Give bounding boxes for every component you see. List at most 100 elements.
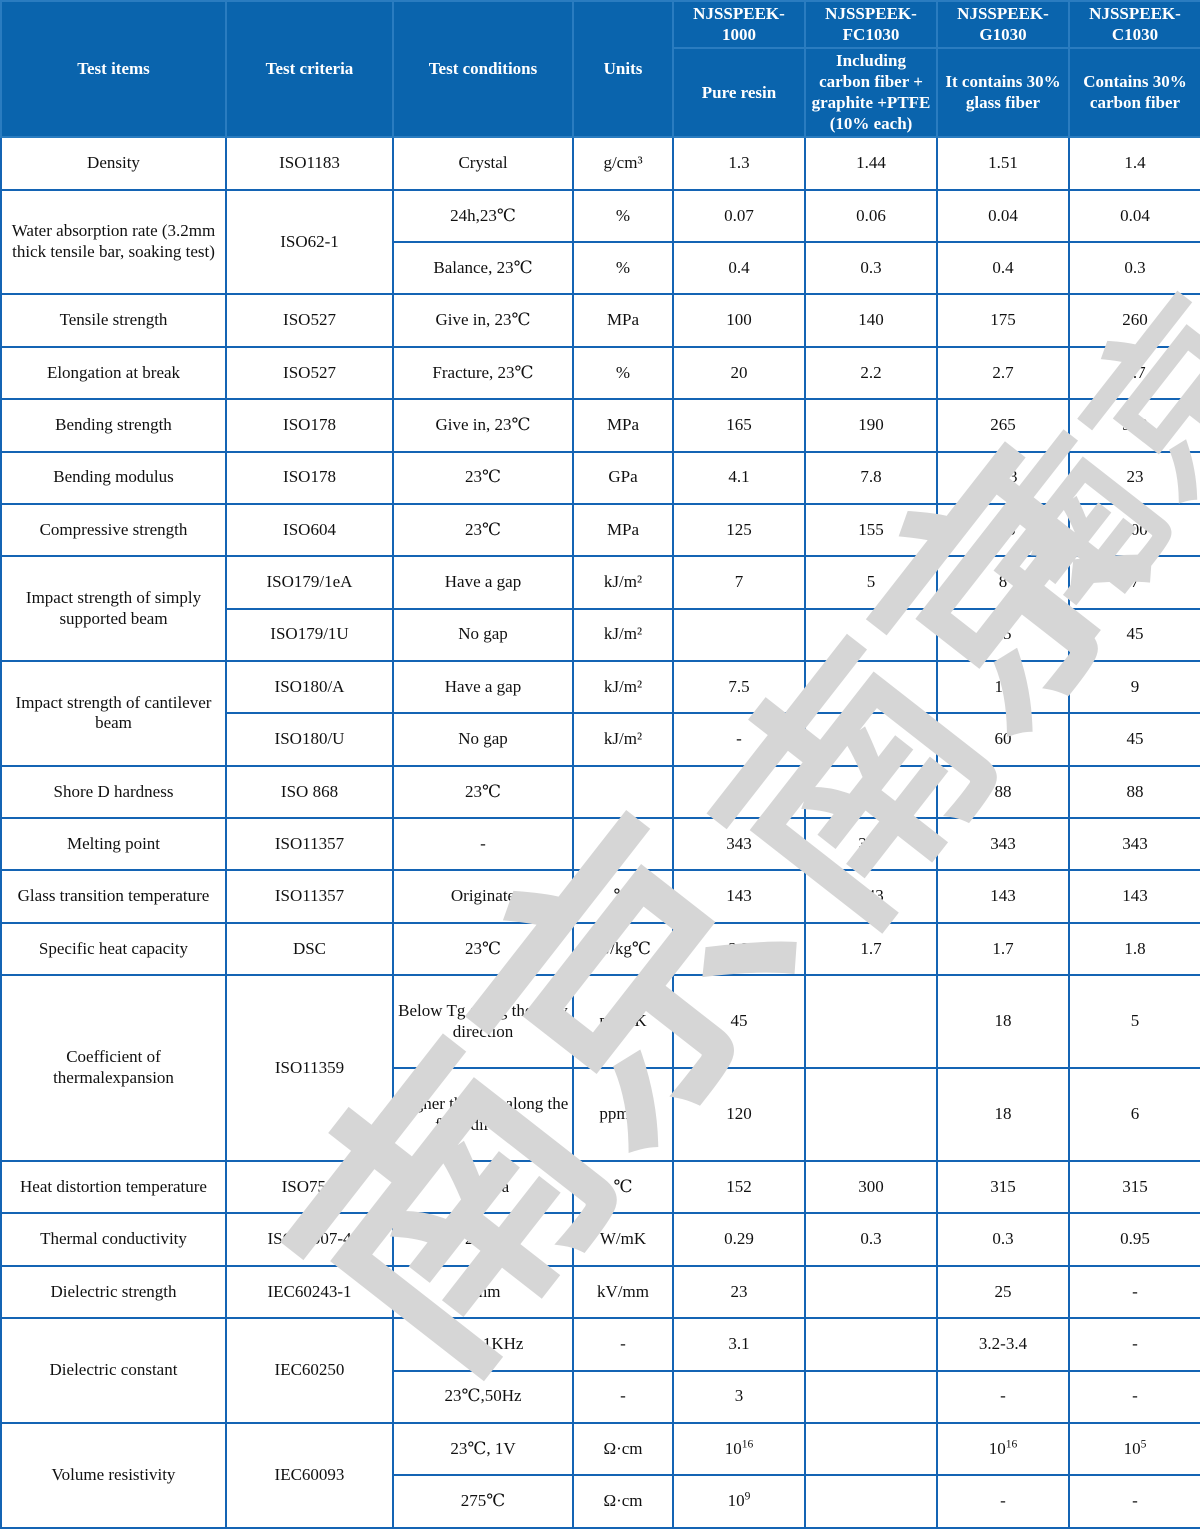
table-row: Elongation at break ISO527 Fracture, 23℃% 2… <box>0 345 1200 401</box>
cell-test-condition: 23℃,50Hz <box>392 1369 574 1424</box>
cell-value-product-3: 45 <box>1068 607 1200 663</box>
cell-value-product-1 <box>804 1317 938 1372</box>
cell-test-criteria: ISO179/1U <box>225 607 394 663</box>
table-row: Bending modulus ISO178 23℃ GPa 4.1 7.8 11.3 23 <box>0 450 1200 505</box>
cell-unit: kV/mm <box>572 1264 674 1320</box>
cell-unit: MPa <box>572 502 674 558</box>
column-header-units: Units <box>572 0 674 139</box>
table-row: 23℃,50Hz -3- - <box>1 1369 1200 1424</box>
cell-value-product-2: 250 <box>936 502 1070 558</box>
cell-value-product-1 <box>804 974 938 1070</box>
cell-value-product-2: 3.2-3.4 <box>936 1317 1070 1372</box>
cell-unit: ppm/K <box>572 974 674 1070</box>
cell-test-criteria: IEC60243-1 <box>225 1264 394 1320</box>
cell-value-product-2: 88 <box>936 764 1070 820</box>
cell-value-product-0: 2.2 <box>672 921 806 977</box>
table-row: ISO180/U No gap kJ/m² - 60 45 <box>1 712 1200 767</box>
cell-test-item: Tensile strength <box>0 293 227 348</box>
cell-test-item: Density <box>0 136 227 191</box>
cell-test-criteria: ISO1183 <box>225 136 394 191</box>
cell-test-criteria: ISO178 <box>225 398 394 453</box>
cell-value-product-1: 155 <box>804 502 938 558</box>
cell-unit: Ω·cm <box>572 1474 674 1529</box>
cell-test-item: Melting point <box>0 817 227 872</box>
cell-test-item: Water absorption rate (3.2mm thick tensi… <box>0 188 227 296</box>
table-row: Bending strength ISO178 Give in, 23℃ MPa 165… <box>0 398 1200 453</box>
cell-value-product-0: 125 <box>672 502 806 558</box>
cell-value-product-1: 5 <box>804 555 938 610</box>
cell-test-criteria: IEC60250 <box>225 1317 394 1424</box>
column-header-product-3-desc: Contains 30% carbon fiber <box>1068 47 1200 139</box>
cell-value-product-1: 7.8 <box>804 450 938 505</box>
cell-value-product-0: 100 <box>672 293 806 348</box>
cell-test-condition: No gap <box>392 607 574 663</box>
cell-test-condition: Give in, 23℃ <box>392 398 574 453</box>
cell-value-product-0 <box>672 607 806 663</box>
cell-value-product-3: 88 <box>1068 764 1200 820</box>
table-row: 275℃ Ω·cm 109 - - <box>1 1474 1200 1529</box>
cell-value-product-2: 11.3 <box>936 450 1070 505</box>
cell-value-product-3: 315 <box>1068 1160 1200 1215</box>
cell-value-product-1: 0.3 <box>804 1212 938 1267</box>
cell-test-item: Bending strength <box>0 398 227 453</box>
column-header-product-3-name: NJSSPEEK-C1030 <box>1068 0 1200 50</box>
cell-value-product-0: 152 <box>672 1160 806 1215</box>
cell-value-product-2: 315 <box>936 1160 1070 1215</box>
column-header-test-conditions: Test conditions <box>392 0 574 139</box>
cell-value-product-0: 4.1 <box>672 450 806 505</box>
cell-value-product-0: 45 <box>672 974 806 1070</box>
cell-test-item: Shore D hardness <box>0 764 227 820</box>
cell-test-criteria: ISO180/U <box>225 712 394 767</box>
cell-test-condition: 23℃ <box>392 450 574 505</box>
cell-value-product-3: - <box>1068 1264 1200 1320</box>
cell-value-product-1: 343 <box>804 817 938 872</box>
cell-value-product-0: 0.07 <box>672 188 806 244</box>
cell-value-product-0: - <box>672 712 806 767</box>
cell-test-criteria: ISO179/1eA <box>225 555 394 610</box>
table-row: Glass transition temperature ISO11357 Orig… <box>0 869 1200 924</box>
cell-unit: g/cm³ <box>572 136 674 191</box>
cell-value-product-1 <box>804 1264 938 1320</box>
cell-value-product-2: 1.7 <box>936 921 1070 977</box>
cell-test-condition: Balance, 23℃ <box>392 241 574 296</box>
cell-value-product-3: 1.8 <box>1068 921 1200 977</box>
column-header-product-1-desc: Including carbon fiber + graphite +PTFE … <box>804 47 938 139</box>
cell-test-criteria: ISO11357 <box>225 869 394 924</box>
cell-test-condition: No gap <box>392 712 574 767</box>
table-row: Melting point ISO11357- ℃ 343 343 343 343 <box>0 817 1200 872</box>
cell-value-product-1: 143 <box>804 869 938 924</box>
cell-test-condition: Have a gap <box>392 555 574 610</box>
cell-value-product-2: 18 <box>936 974 1070 1070</box>
cell-value-product-0: 7.5 <box>672 659 806 715</box>
table-header: Test items Test criteria Test conditions… <box>0 0 1200 139</box>
table-row: Tensile strength ISO527 Give in, 23℃ MPa 100… <box>0 293 1200 348</box>
cell-value-product-2: 265 <box>936 398 1070 453</box>
cell-test-item: Dielectric strength <box>0 1264 227 1320</box>
cell-value-product-2: 143 <box>936 869 1070 924</box>
table-row: Impact strength of cantilever beam ISO180… <box>0 659 1200 767</box>
cell-value-product-3: 143 <box>1068 869 1200 924</box>
cell-value-product-2: 1016 <box>936 1421 1070 1477</box>
cell-test-criteria: ISO604 <box>225 502 394 558</box>
cell-value-product-3: 5 <box>1068 974 1200 1070</box>
cell-test-item: Heat distortion temperature <box>0 1160 227 1215</box>
cell-value-product-0: 143 <box>672 869 806 924</box>
cell-value-product-2: 55 <box>936 607 1070 663</box>
cell-value-product-2: 25 <box>936 1264 1070 1320</box>
cell-value-product-3: 45 <box>1068 712 1200 767</box>
cell-unit: GPa <box>572 450 674 505</box>
cell-value-product-2: 0.4 <box>936 241 1070 296</box>
cell-value-product-3: 0.3 <box>1068 241 1200 296</box>
table-row: Water absorption rate (3.2mm thick tensi… <box>0 188 1200 296</box>
cell-value-product-2: 0.3 <box>936 1212 1070 1267</box>
cell-value-product-1: 0.3 <box>804 241 938 296</box>
table-row: Shore D hardness ISO 868 23℃ 85 80 88 88 <box>0 764 1200 820</box>
cell-value-product-1 <box>804 712 938 767</box>
cell-value-product-0: 3.1 <box>672 1317 806 1372</box>
cell-test-condition: 1.8Mpa <box>392 1160 574 1215</box>
column-header-product-1-name: NJSSPEEK-FC1030 <box>804 0 938 50</box>
cell-value-product-2: 2.7 <box>936 345 1070 401</box>
cell-value-product-0: 7 <box>672 555 806 610</box>
cell-test-item: Impact strength of cantilever beam <box>0 660 227 767</box>
